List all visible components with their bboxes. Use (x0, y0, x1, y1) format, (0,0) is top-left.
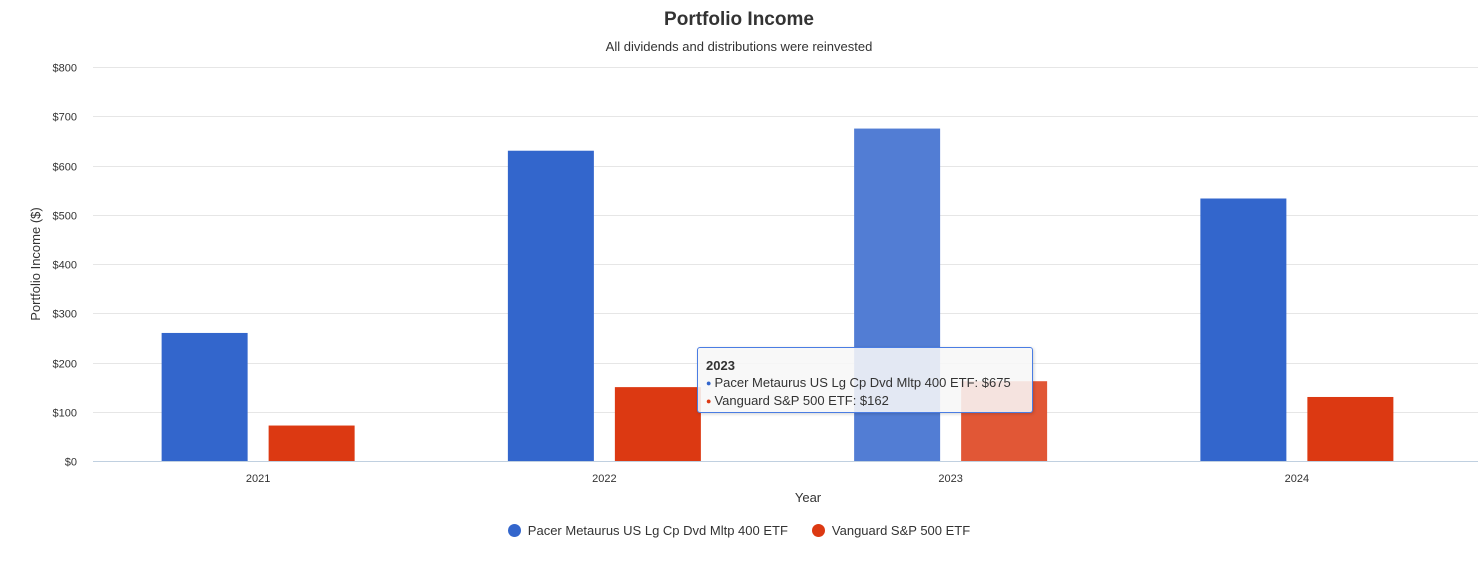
y-tick-label: $600 (53, 162, 77, 174)
legend-label: Vanguard S&P 500 ETF (831, 523, 971, 538)
tooltip-title: 2023 (706, 358, 735, 373)
bar-2021-series-1[interactable] (161, 332, 248, 461)
bar-2022-series-1[interactable] (507, 150, 594, 461)
tooltip-line-series-2: ● Vanguard S&P 500 ETF: $162 (706, 392, 1024, 410)
legend-swatch-icon (507, 524, 521, 537)
tooltip-text-series-1: Pacer Metaurus US Lg Cp Dvd Mltp 400 ETF… (714, 375, 1011, 390)
tooltip-text-series-2: Vanguard S&P 500 ETF: $162 (714, 393, 889, 408)
y-tick-label: $200 (53, 359, 77, 371)
legend-swatch-icon (811, 524, 825, 537)
chart-title: Portfolio Income (664, 9, 814, 30)
legend: Pacer Metaurus US Lg Cp Dvd Mltp 400 ETF… (0, 523, 1478, 538)
chart-subtitle: All dividends and distributions were rei… (605, 39, 873, 54)
bar-2024-series-2[interactable] (1307, 396, 1394, 461)
y-tick-label: $400 (53, 260, 77, 272)
x-tick-label: 2021 (246, 473, 270, 485)
tooltip-dot-icon: ● (706, 378, 712, 388)
bar-2022-series-2[interactable] (614, 387, 701, 461)
x-tick-label: 2023 (938, 473, 962, 485)
y-tick-label: $300 (53, 309, 77, 321)
tooltip-dot-icon: ● (706, 396, 712, 406)
legend-label: Pacer Metaurus US Lg Cp Dvd Mltp 400 ETF (527, 523, 788, 538)
y-tick-label: $800 (53, 63, 77, 75)
legend-item-series-1[interactable]: Pacer Metaurus US Lg Cp Dvd Mltp 400 ETF (507, 523, 788, 538)
bar-2021-series-2[interactable] (268, 425, 355, 461)
y-axis-ticks: $0 $100 $200 $300 $400 $500 $600 $700 $800 (53, 63, 77, 469)
y-tick-label: $0 (65, 457, 77, 469)
x-axis-title: Year (795, 490, 822, 505)
bar-2024-series-1[interactable] (1200, 198, 1287, 461)
x-tick-label: 2024 (1285, 473, 1309, 485)
tooltip-line-series-1: ● Pacer Metaurus US Lg Cp Dvd Mltp 400 ET… (706, 374, 1024, 392)
x-tick-label: 2022 (592, 473, 616, 485)
tooltip: 2023 ● Pacer Metaurus US Lg Cp Dvd Mltp 4… (697, 347, 1033, 413)
y-tick-label: $500 (53, 211, 77, 223)
y-tick-label: $700 (53, 112, 77, 124)
y-axis-title: Portfolio Income ($) (28, 207, 43, 320)
y-tick-label: $100 (53, 408, 77, 420)
x-axis-ticks: 2021 2022 2023 2024 (246, 473, 1309, 485)
legend-item-series-2[interactable]: Vanguard S&P 500 ETF (811, 523, 971, 538)
